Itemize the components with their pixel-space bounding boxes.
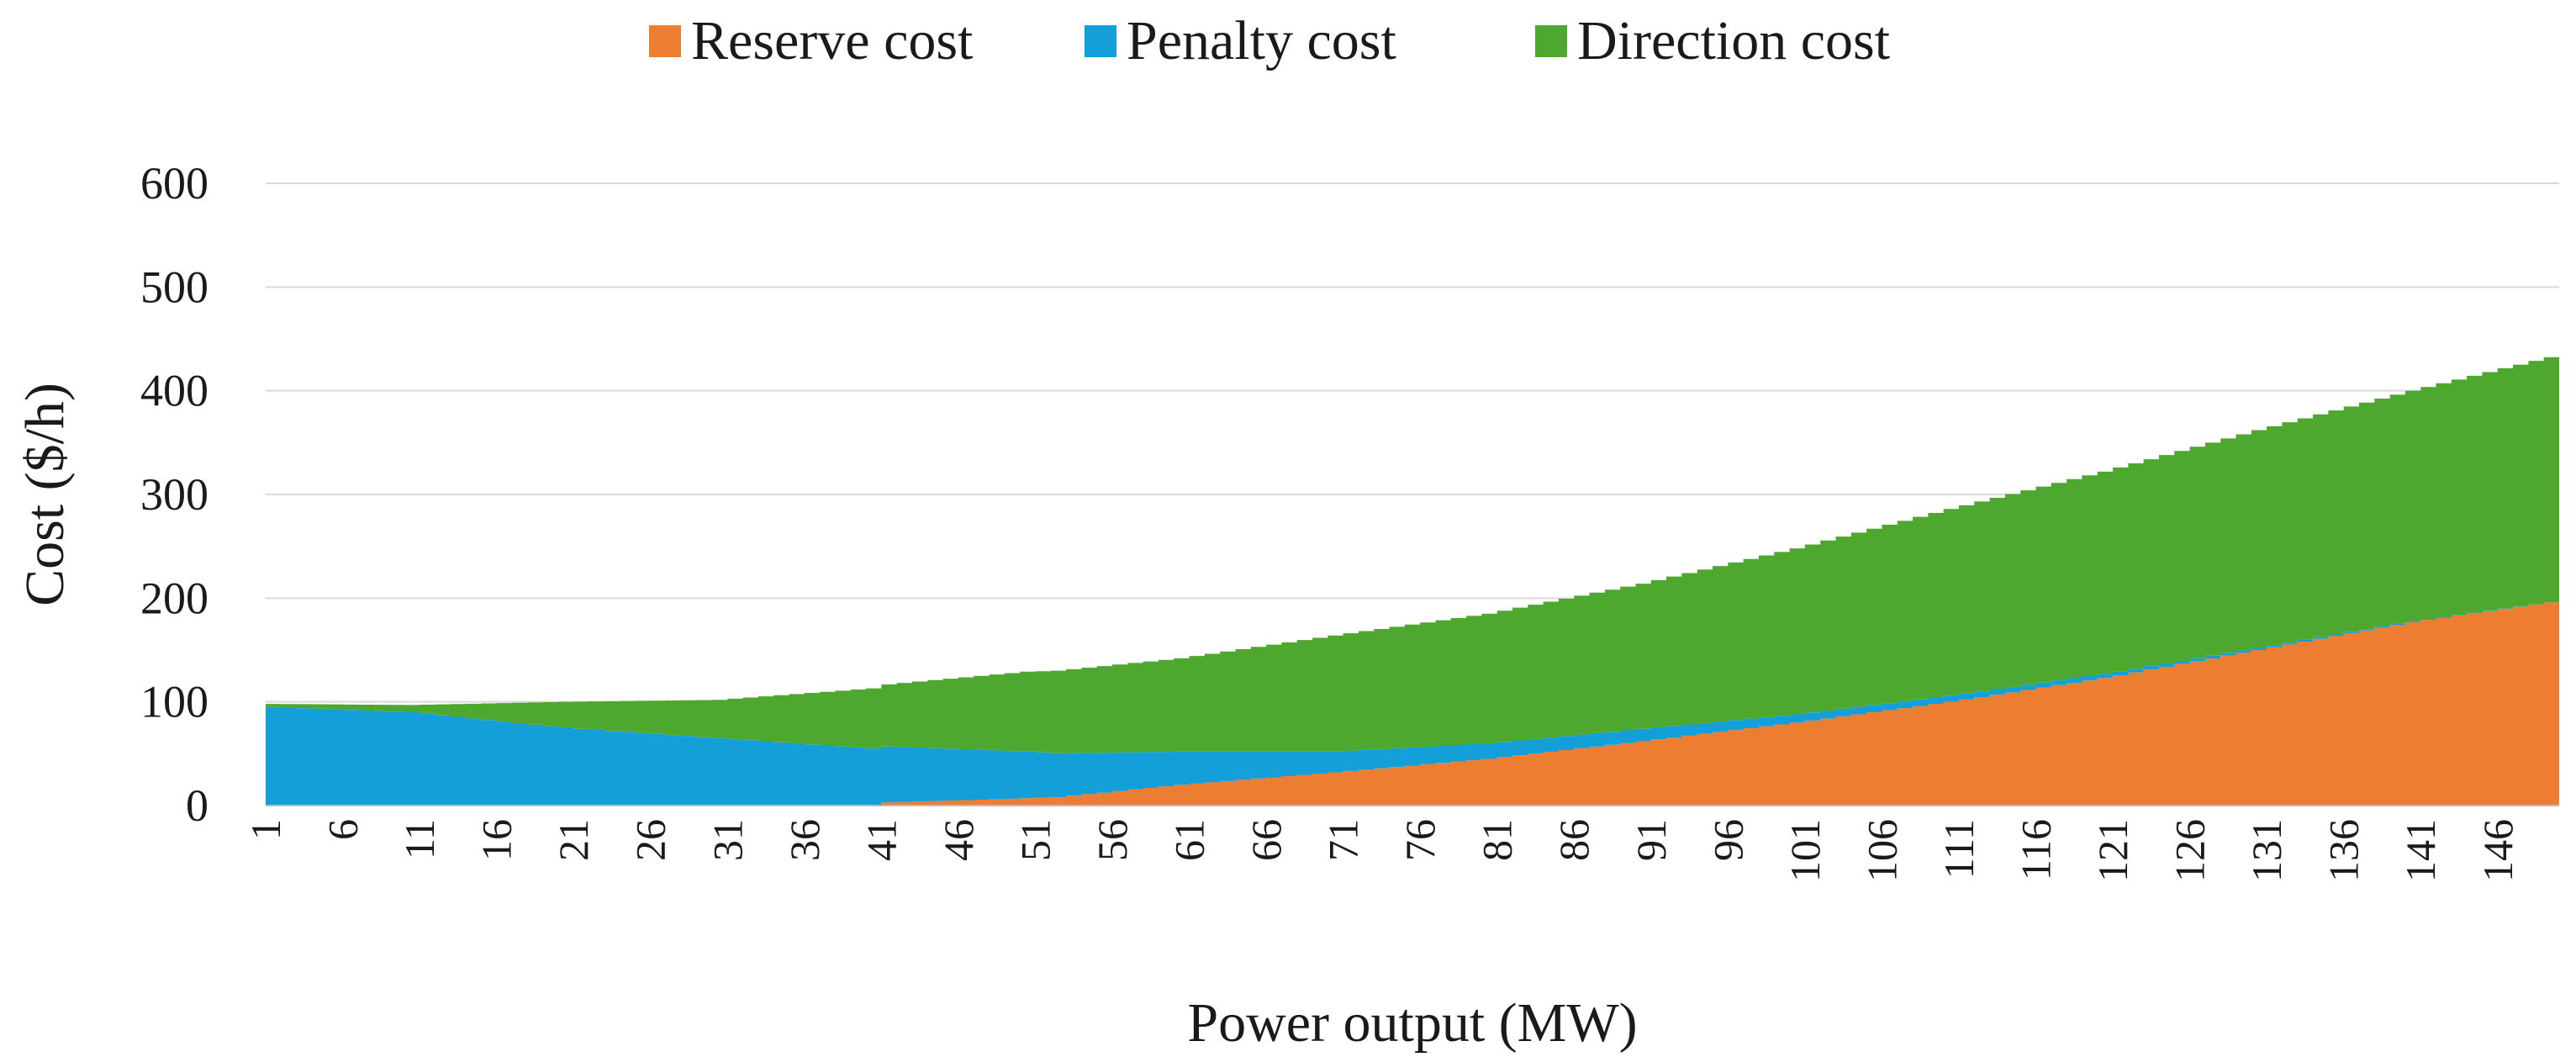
x-tick-label: 51 <box>1011 819 1058 861</box>
x-tick-label: 46 <box>935 819 982 861</box>
y-axis-label: Cost ($/h) <box>14 383 76 606</box>
x-tick-label: 101 <box>1782 819 1829 882</box>
x-tick-label: 6 <box>319 819 367 840</box>
y-tick-label: 500 <box>140 262 209 312</box>
x-tick-label: 121 <box>2089 819 2136 882</box>
x-tick-label: 26 <box>627 819 674 861</box>
y-tick-labels: 0 100 200 300 400 500 600 <box>140 158 209 831</box>
legend-item-reserve-cost: Reserve cost <box>649 10 973 71</box>
legend: Reserve cost Penalty cost Direction cost <box>649 10 1890 71</box>
x-tick-label: 131 <box>2243 819 2290 882</box>
series-areas <box>266 353 2559 806</box>
x-tick-label: 66 <box>1243 819 1290 861</box>
y-tick-label: 100 <box>140 677 209 727</box>
legend-swatch <box>649 25 681 57</box>
x-tick-label: 106 <box>1858 819 1905 882</box>
x-tick-label: 31 <box>704 819 751 861</box>
x-tick-label: 1 <box>242 819 289 840</box>
x-tick-label: 126 <box>2167 819 2214 882</box>
series-area-reserve-cost <box>266 600 2559 806</box>
x-tick-label: 116 <box>2013 819 2060 880</box>
x-tick-label: 141 <box>2397 819 2444 882</box>
x-tick-label: 16 <box>473 819 520 861</box>
x-tick-label: 86 <box>1550 819 1597 861</box>
y-tick-label: 600 <box>140 158 209 209</box>
x-tick-labels: 1 6 11 16 21 26 31 36 41 46 51 56 61 66 71 76 81 86 91 96 10… <box>242 819 2521 882</box>
x-tick-label: 36 <box>781 819 828 861</box>
x-tick-label: 96 <box>1704 819 1751 861</box>
x-tick-label: 136 <box>2320 819 2367 882</box>
x-tick-label: 11 <box>396 819 443 859</box>
legend-label: Reserve cost <box>691 10 973 71</box>
legend-swatch <box>1535 25 1567 57</box>
x-tick-label: 91 <box>1628 819 1675 861</box>
legend-item-penalty-cost: Penalty cost <box>1085 10 1396 71</box>
x-tick-label: 146 <box>2474 819 2521 882</box>
x-tick-label: 56 <box>1089 819 1136 861</box>
x-tick-label: 71 <box>1320 819 1367 861</box>
x-tick-label: 41 <box>858 819 905 861</box>
series-area-direction-cost <box>266 353 2559 753</box>
y-tick-label: 200 <box>140 573 209 623</box>
series-area-penalty-cost <box>266 600 2559 806</box>
legend-item-direction-cost: Direction cost <box>1535 10 1890 71</box>
x-tick-label: 111 <box>1935 819 1982 879</box>
y-tick-label: 0 <box>186 780 209 831</box>
x-axis-label: Power output (MW) <box>1187 992 1637 1054</box>
x-tick-label: 81 <box>1474 819 1521 861</box>
x-tick-label: 61 <box>1166 819 1213 861</box>
x-tick-label: 21 <box>550 819 597 861</box>
legend-swatch <box>1085 25 1116 57</box>
y-tick-label: 300 <box>140 469 209 520</box>
legend-label: Penalty cost <box>1127 10 1396 71</box>
y-tick-label: 400 <box>140 366 209 416</box>
x-tick-label: 76 <box>1396 819 1444 861</box>
legend-label: Direction cost <box>1577 10 1890 71</box>
